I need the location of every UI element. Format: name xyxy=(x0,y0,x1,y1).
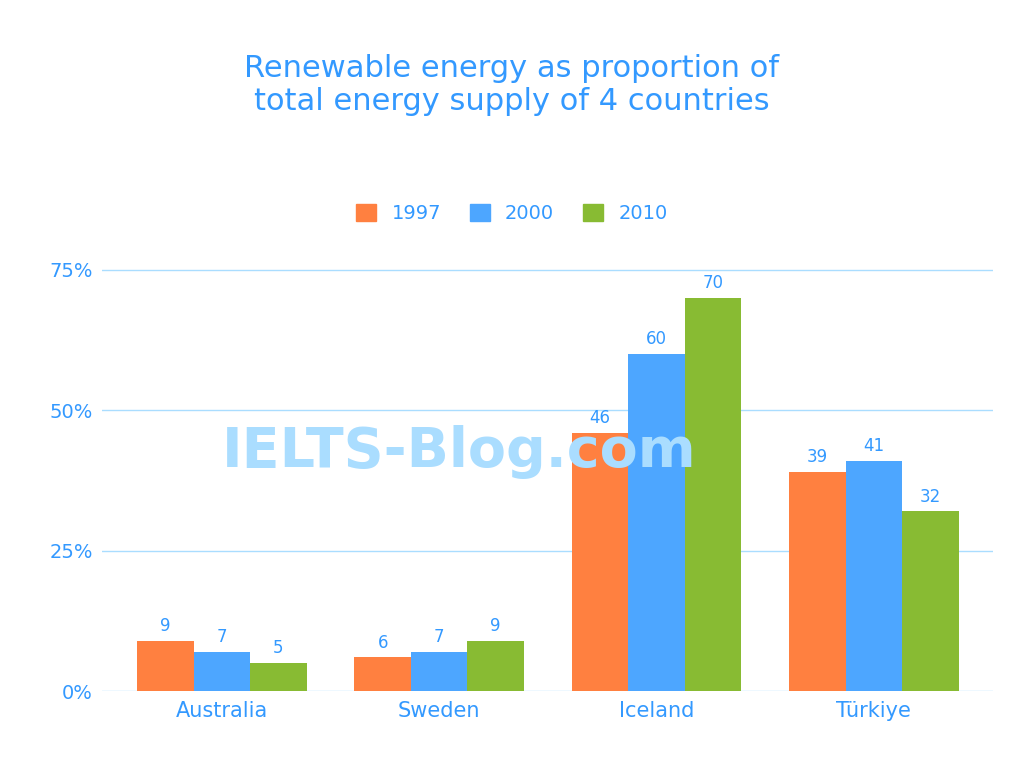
Bar xyxy=(790,472,846,691)
Text: Renewable energy as proportion of
total energy supply of 4 countries: Renewable energy as proportion of total … xyxy=(245,54,779,117)
Text: IELTS-Blog.com: IELTS-Blog.com xyxy=(221,425,696,478)
Bar xyxy=(354,657,411,691)
Bar xyxy=(411,652,467,691)
Text: 39: 39 xyxy=(807,449,827,466)
Bar xyxy=(137,641,194,691)
Bar xyxy=(629,354,685,691)
Text: 9: 9 xyxy=(160,617,171,635)
Bar xyxy=(571,432,629,691)
Text: 46: 46 xyxy=(590,409,610,427)
Text: 5: 5 xyxy=(273,640,284,657)
Bar xyxy=(467,641,524,691)
Bar xyxy=(685,298,741,691)
Text: 41: 41 xyxy=(863,437,885,455)
Text: 6: 6 xyxy=(378,634,388,652)
Legend: 1997, 2000, 2010: 1997, 2000, 2010 xyxy=(347,194,677,233)
Text: 7: 7 xyxy=(217,628,227,646)
Text: 70: 70 xyxy=(702,274,724,292)
Bar xyxy=(250,663,306,691)
Bar xyxy=(902,511,958,691)
Text: 60: 60 xyxy=(646,330,667,349)
Bar xyxy=(194,652,250,691)
Bar xyxy=(846,461,902,691)
Text: 7: 7 xyxy=(434,628,444,646)
Text: 9: 9 xyxy=(490,617,501,635)
Text: 32: 32 xyxy=(920,488,941,506)
